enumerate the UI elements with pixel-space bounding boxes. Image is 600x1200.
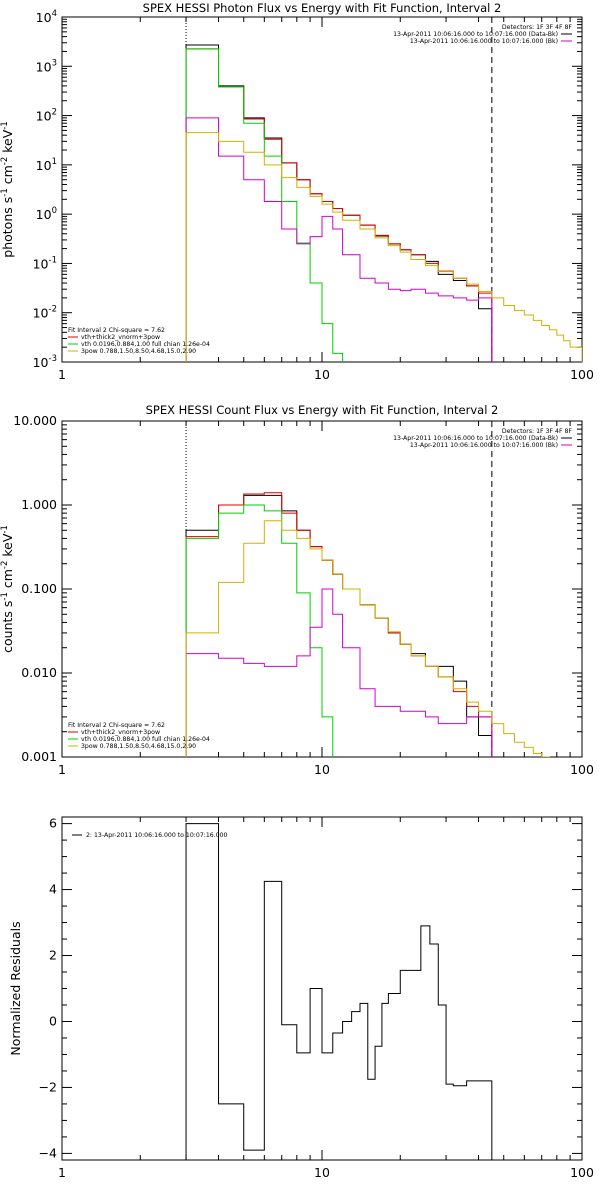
y-tick-base: 10: [36, 109, 52, 124]
x-tick-label: 10: [314, 1165, 330, 1180]
y-tick-label: 103: [36, 58, 57, 74]
chart-title: SPEX HESSI Photon Flux vs Energy with Fi…: [143, 1, 502, 15]
chart-title: SPEX HESSI Count Flux vs Energy with Fit…: [146, 403, 499, 417]
y-tick-base: 10: [36, 158, 52, 173]
y-tick-base: 10: [33, 355, 49, 370]
fit-legend-entry: 3pow 0.788,1.50,8.50,4.68,15.0,2.90: [81, 348, 196, 355]
y-tick-label: 0: [49, 1013, 57, 1028]
x-tick-label: 1: [58, 367, 66, 382]
legend-entry: 13-Apr-2011 10:06:16.000 to 10:07:16.000…: [393, 435, 558, 442]
series-line: [185, 823, 493, 1160]
y-tick-label: 10.000: [13, 413, 57, 428]
y-tick-exponent: 4: [52, 9, 57, 19]
y-tick-label: 0.010: [21, 665, 57, 680]
x-tick-label: 1: [58, 762, 66, 777]
y-tick-exponent: -3: [49, 354, 57, 364]
y-tick-base: 10: [33, 306, 49, 321]
y-axis-label: counts s-1 cm-2 keV-1: [0, 525, 15, 653]
y-tick-exponent: 1: [52, 157, 57, 167]
y-tick-exponent: -1: [49, 255, 57, 265]
data-series-group: [185, 823, 493, 1160]
series-line: [185, 48, 344, 362]
count-flux-panel: SPEX HESSI Count Flux vs Energy with Fit…: [0, 403, 594, 777]
y-tick-label: 10-1: [33, 255, 57, 271]
y-tick-exponent: 0: [52, 206, 57, 216]
y-tick-exponent: 2: [52, 108, 57, 118]
y-tick-label: 10-3: [33, 354, 57, 370]
y-label-part: cm: [0, 165, 15, 188]
y-tick-label: −2: [39, 1079, 57, 1094]
legend-entry: 13-Apr-2011 10:06:16.000 to 10:07:16.000…: [393, 31, 558, 38]
residuals-panel: Normalized Residuals 1 10 100 −4 −2 0 2 4 6 2: 13-…: [8, 816, 594, 1180]
y-label-part: keV: [0, 533, 15, 560]
y-tick-label: 0.001: [21, 749, 57, 764]
series-line: [185, 48, 493, 362]
y-tick-label: −4: [39, 1145, 57, 1160]
y-tick-label: 1.000: [21, 497, 57, 512]
series-line: [185, 520, 551, 757]
fit-legend-entry: 3pow 0.788,1.50,8.50,4.68,15.0,2.90: [81, 743, 196, 750]
y-axis-label: photons s-1 cm-2 keV-1: [0, 121, 15, 257]
y-label-part: counts s: [0, 601, 15, 653]
fit-legend-entry: vth 0.0196,0.884,1.00 full chian 1.26e-0…: [81, 341, 210, 348]
legend-entry: 13-Apr-2011 10:06:16.000 to 10:07:16.000…: [410, 442, 558, 449]
y-label-exponent: -2: [0, 561, 10, 569]
y-tick-label: 102: [36, 108, 57, 124]
x-tick-label: 1: [58, 1165, 66, 1180]
data-series-group: [185, 44, 582, 362]
y-tick-exponent: 3: [52, 58, 57, 68]
series-line: [185, 492, 493, 757]
y-label-part: keV: [0, 129, 15, 156]
data-series-group: [185, 492, 551, 757]
y-tick-exponent: -2: [49, 305, 57, 315]
series-line: [185, 588, 493, 757]
legend-header: Detectors: 1F 3F 4F 8F: [502, 24, 573, 31]
y-tick-label: 2: [49, 948, 57, 963]
y-tick-label: 100: [36, 206, 57, 222]
series-line: [185, 132, 582, 362]
y-label-exponent: -1: [0, 592, 10, 600]
y-tick-label: 0.100: [21, 581, 57, 596]
y-tick-label: 6: [49, 816, 57, 831]
series-line: [185, 44, 493, 362]
y-tick-base: 10: [36, 10, 52, 25]
y-tick-base: 10: [36, 207, 52, 222]
series-line: [185, 117, 493, 362]
legend-header: Detectors: 1F 3F 4F 8F: [502, 428, 573, 435]
y-label-part: photons s: [0, 197, 15, 258]
y-label-part: cm: [0, 569, 15, 592]
y-tick-label: 101: [36, 157, 57, 173]
x-tick-label: 100: [570, 1165, 594, 1180]
fit-legend-entry: vth 0.0196,0.884,1.00 full chian 1.26e-0…: [81, 736, 210, 743]
fit-legend-entry: vth+thick2_vnorm+3pow: [81, 334, 160, 341]
y-tick-label: 104: [36, 9, 57, 25]
fit-legend-header: Fit Interval 2 Chi-square = 7.62: [68, 327, 165, 334]
series-line: [185, 494, 493, 757]
x-tick-label: 100: [570, 367, 594, 382]
y-tick-base: 10: [33, 256, 49, 271]
photon-flux-panel: SPEX HESSI Photon Flux vs Energy with Fi…: [0, 1, 594, 382]
x-tick-label: 10: [314, 762, 330, 777]
fit-legend-entry: vth+thick2_vnorm+3pow: [81, 729, 160, 736]
y-label-exponent: -1: [0, 188, 10, 196]
y-label-exponent: -1: [0, 121, 10, 129]
x-tick-label: 10: [314, 367, 330, 382]
y-tick-label: 10-2: [33, 305, 57, 321]
y-label-exponent: -1: [0, 525, 10, 533]
residual-legend-entry: 2: 13-Apr-2011 10:06:16.000 to 10:07:16.…: [86, 832, 228, 839]
y-tick-base: 10: [36, 59, 52, 74]
y-axis-label: Normalized Residuals: [8, 921, 23, 1055]
x-tick-label: 100: [570, 762, 594, 777]
y-tick-label: 4: [49, 882, 57, 897]
y-label-exponent: -2: [0, 157, 10, 165]
fit-legend-header: Fit Interval 2 Chi-square = 7.62: [68, 722, 165, 729]
legend-entry: 13-Apr-2011 10:06:16.000 to 10:07:16.000…: [410, 38, 558, 45]
